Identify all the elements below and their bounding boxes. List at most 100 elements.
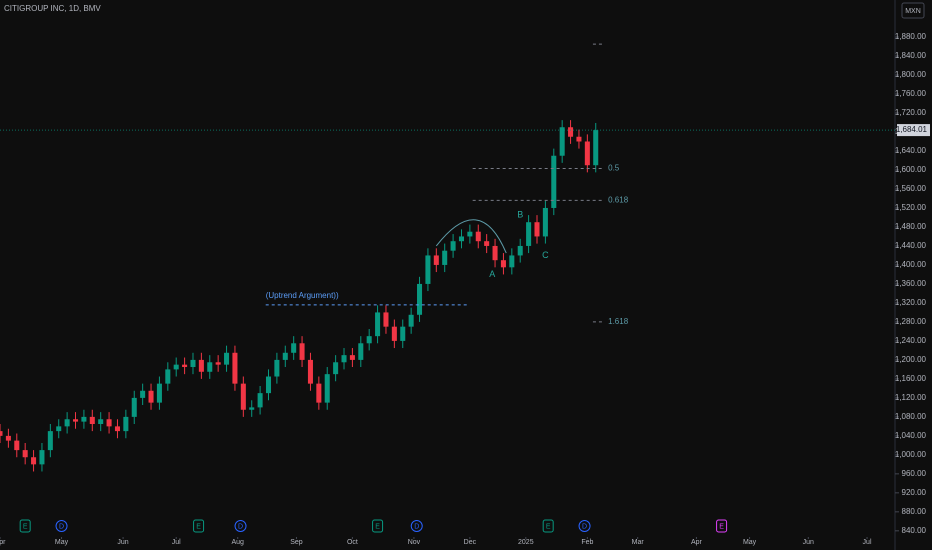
candle-body xyxy=(584,141,590,166)
candle-body xyxy=(56,426,62,432)
y-tick-label: 1,520.00 xyxy=(895,203,927,212)
currency-box[interactable] xyxy=(901,2,925,19)
candle-body xyxy=(576,136,582,142)
candle-body xyxy=(307,359,313,384)
candle-body xyxy=(442,250,448,265)
candle-body xyxy=(47,431,53,451)
candle-body xyxy=(316,383,322,403)
candle-body xyxy=(324,374,330,403)
x-tick-label: Jul xyxy=(863,539,872,546)
y-tick-label: 1,880.00 xyxy=(895,32,927,41)
y-tick-label: 1,600.00 xyxy=(895,165,927,174)
candle-body xyxy=(31,457,37,465)
y-tick-label: 1,640.00 xyxy=(895,146,927,155)
fib-label: 0.5 xyxy=(608,164,620,173)
y-tick-label: 1,560.00 xyxy=(895,184,927,193)
candle-body xyxy=(198,359,204,372)
fib-label: 0.618 xyxy=(608,195,629,204)
x-tick-label: Aug xyxy=(232,539,245,546)
x-tick-label: Jul xyxy=(172,539,181,546)
candle-body xyxy=(22,450,28,458)
currency[interactable]: MXN xyxy=(905,8,921,15)
candle-body xyxy=(425,255,431,284)
candle-body xyxy=(114,426,120,432)
y-tick-label: 1,360.00 xyxy=(895,279,927,288)
candle-body xyxy=(375,312,381,337)
x-tick-label: Dec xyxy=(464,539,477,546)
event-icon xyxy=(372,519,384,533)
y-tick-label: 1,480.00 xyxy=(895,222,927,231)
y-tick-label: 1,800.00 xyxy=(895,70,927,79)
event-icon xyxy=(193,519,205,533)
y-tick-label: 1,840.00 xyxy=(895,51,927,60)
candle-body xyxy=(0,431,3,436)
y-tick-label: 1,440.00 xyxy=(895,241,927,250)
candle-body xyxy=(182,364,188,368)
y-tick-label: 960.00 xyxy=(902,469,927,478)
candle-body xyxy=(417,283,423,315)
candle-body xyxy=(207,362,213,372)
event-label: E xyxy=(375,523,380,530)
event-label: E xyxy=(719,523,724,530)
candle-body xyxy=(500,260,506,268)
candle-body xyxy=(249,407,255,410)
candle-body xyxy=(240,383,246,410)
event-label: D xyxy=(582,523,587,530)
candle-body xyxy=(274,359,280,377)
x-tick-label: May xyxy=(743,539,757,546)
candle-body xyxy=(458,236,465,242)
event-icon xyxy=(55,520,68,532)
candle-body xyxy=(81,416,87,422)
candle-body xyxy=(559,127,565,156)
y-tick-label: 1,040.00 xyxy=(895,431,927,440)
candle-body xyxy=(568,127,574,137)
candle-body xyxy=(551,155,557,208)
chart-title: CITIGROUP INC, 1D, BMV xyxy=(4,4,101,13)
event-icon xyxy=(578,520,591,532)
x-tick-label: May xyxy=(55,539,69,546)
candle-body xyxy=(534,222,540,237)
fib-label: 1.618 xyxy=(608,317,629,326)
y-tick-label: 880.00 xyxy=(902,507,927,516)
candle-body xyxy=(492,245,498,261)
candle-body xyxy=(542,207,548,237)
wave-label: A xyxy=(489,269,495,279)
last-price-label: 1,684.01 xyxy=(896,125,928,134)
x-tick-label: Oct xyxy=(347,539,358,546)
candle-body xyxy=(450,241,456,251)
wave-label: C xyxy=(542,250,549,260)
event-icon xyxy=(716,519,728,533)
candle-body xyxy=(517,245,523,256)
event-label: E xyxy=(196,523,201,530)
candle-body xyxy=(215,362,221,365)
event-label: E xyxy=(23,523,28,530)
x-tick-label: Sep xyxy=(290,539,303,546)
trend-note: (Uptrend Argument)) xyxy=(266,291,339,300)
candle-body xyxy=(391,326,397,341)
candle-body xyxy=(190,359,196,368)
candle-body xyxy=(156,383,162,403)
candle-body xyxy=(467,231,473,237)
x-tick-label: Mar xyxy=(632,539,645,546)
candle-body xyxy=(299,343,305,360)
event-label: D xyxy=(238,523,243,530)
candle-body xyxy=(89,416,95,424)
candle-body xyxy=(383,312,389,327)
candle-body xyxy=(291,343,297,353)
event-icon xyxy=(542,519,554,533)
x-tick-label: Jun xyxy=(117,539,128,546)
x-tick-label: Apr xyxy=(691,539,703,546)
candle-body xyxy=(433,255,439,265)
candle-body xyxy=(526,222,532,246)
candle-body xyxy=(358,343,364,360)
y-tick-label: 1,200.00 xyxy=(895,355,927,364)
event-icon xyxy=(19,519,31,533)
y-tick-label: 1,120.00 xyxy=(895,393,927,402)
event-label: D xyxy=(414,523,419,530)
candle-body xyxy=(349,355,355,360)
candle-body xyxy=(509,255,515,268)
candle-body xyxy=(39,450,45,465)
arc xyxy=(435,219,507,254)
y-tick-label: 1,160.00 xyxy=(895,374,927,383)
